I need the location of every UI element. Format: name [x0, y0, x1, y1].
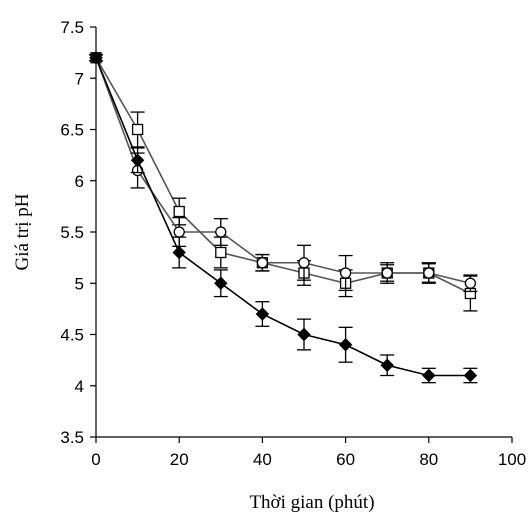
data-point — [338, 338, 353, 352]
data-point — [215, 246, 227, 259]
series-line — [95, 57, 471, 377]
data-point — [423, 267, 435, 279]
x-tick-label: 100 — [498, 450, 526, 469]
data-point — [255, 307, 270, 321]
series-line — [95, 57, 471, 295]
data-point — [215, 226, 227, 238]
x-tick-label: 20 — [170, 450, 189, 469]
x-tick-label: 60 — [336, 450, 355, 469]
y-tick-label: 6.5 — [60, 121, 84, 140]
y-tick-label: 6 — [75, 172, 84, 191]
x-tick-label: 40 — [253, 450, 272, 469]
ticks: 3.5 4 4.5 5 5.5 6 6.5 7 7.5 0 20 40 60 80 100 — [60, 18, 526, 469]
data-point — [463, 368, 478, 383]
y-tick-label: 7.5 — [60, 18, 84, 37]
y-axis-title: Giá trị pH — [12, 193, 33, 270]
data-point — [464, 277, 477, 289]
series-line — [95, 57, 471, 285]
data-point — [381, 267, 393, 279]
y-tick-label: 7 — [75, 69, 84, 88]
series-circle-open — [89, 52, 478, 293]
data-point — [380, 358, 394, 372]
data-point — [256, 257, 269, 269]
x-tick-label: 0 — [91, 450, 100, 469]
data-point — [214, 276, 228, 290]
x-axis-title: Thời gian (phút) — [249, 492, 374, 513]
series-diamond-filled — [89, 51, 478, 384]
series-group — [89, 51, 478, 384]
y-tick-label: 4 — [75, 377, 84, 396]
y-tick-label: 5.5 — [60, 223, 84, 242]
data-point — [173, 205, 185, 218]
data-point — [172, 245, 186, 260]
data-point — [130, 153, 145, 167]
data-point — [131, 123, 144, 136]
data-point — [297, 327, 311, 342]
y-tick-label: 4.5 — [60, 326, 84, 345]
y-tick-label: 3.5 — [60, 428, 84, 447]
x-tick-label: 80 — [419, 450, 438, 469]
data-point — [422, 368, 436, 383]
y-tick-label: 5 — [75, 274, 84, 293]
data-point — [339, 267, 352, 279]
data-point — [89, 51, 103, 65]
data-point — [298, 257, 310, 269]
data-point — [173, 226, 185, 238]
